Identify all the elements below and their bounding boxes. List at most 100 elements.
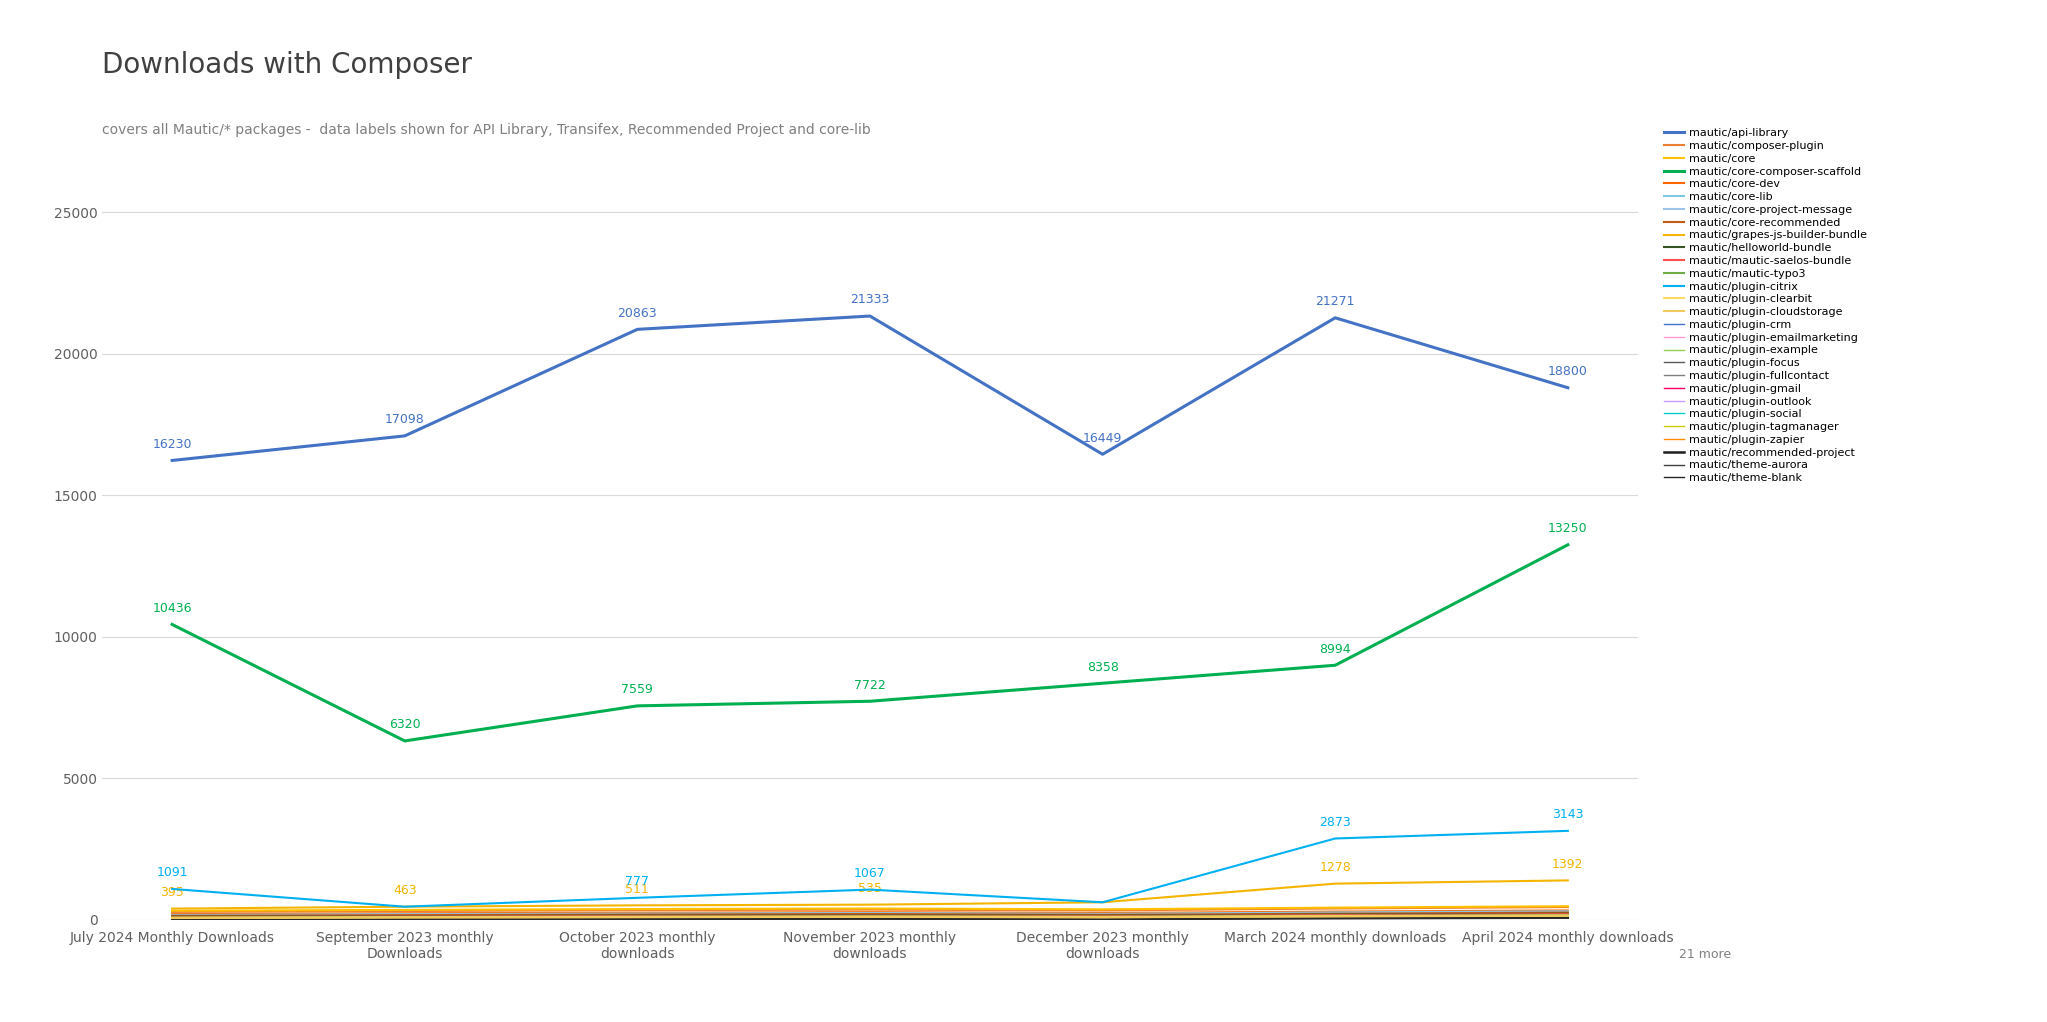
mautic/api-library [160,455,184,467]
mautic/mautic-saelos-bundle [1556,909,1580,921]
mautic/plugin-gmail [160,913,184,925]
Text: 777: 777 [626,875,649,888]
Line: mautic/plugin-tagmanager: mautic/plugin-tagmanager [172,918,1568,920]
mautic/helloworld-bundle [393,910,418,922]
Text: 16449: 16449 [1083,431,1122,445]
mautic/plugin-crm [160,912,184,924]
mautic/plugin-focus [393,912,418,924]
mautic/mautic-saelos-bundle [160,911,184,923]
mautic/plugin-citrix [160,883,184,895]
mautic/theme-aurora [393,913,418,925]
mautic/plugin-zapier [1091,913,1116,925]
mautic/grapes-js-builder-bundle [858,898,882,911]
mautic/plugin-tagmanager [858,913,882,925]
mautic/core-recommended [624,909,649,921]
Text: 8358: 8358 [1087,660,1118,673]
mautic/core-dev [393,908,418,920]
Text: 395: 395 [160,886,184,899]
Text: 535: 535 [858,882,882,895]
mautic/plugin-emailmarketing [1322,911,1347,923]
mautic/mautic-typo3 [393,911,418,923]
mautic/plugin-focus [1322,911,1347,923]
mautic/core-recommended [160,910,184,922]
mautic/core-project-message [858,908,882,920]
mautic/core-composer-scaffold [624,700,649,712]
mautic/plugin-focus [160,913,184,925]
mautic/core-lib [160,909,184,921]
Text: 511: 511 [626,883,649,895]
mautic/plugin-social [160,914,184,926]
mautic/recommended-project [1322,912,1347,924]
mautic/plugin-social [624,913,649,925]
mautic/theme-aurora [1091,913,1116,925]
mautic/plugin-emailmarketing [393,912,418,924]
mautic/plugin-fullcontact [393,913,418,925]
Text: 1278: 1278 [1320,861,1351,874]
mautic/plugin-outlook [1322,912,1347,924]
mautic/plugin-focus [1091,912,1116,924]
mautic/plugin-outlook [393,913,418,925]
mautic/core [1556,900,1580,913]
mautic/plugin-focus [1556,911,1580,923]
mautic/core-lib [1322,907,1347,919]
mautic/plugin-emailmarketing [1091,912,1116,924]
mautic/core-lib [1091,908,1116,920]
mautic/plugin-zapier [624,913,649,925]
mautic/core-lib [624,908,649,920]
mautic/theme-aurora [160,914,184,926]
mautic/api-library [393,430,418,443]
Text: 13250: 13250 [1548,522,1588,536]
Line: mautic/mautic-typo3: mautic/mautic-typo3 [172,915,1568,918]
mautic/core [1091,903,1116,916]
mautic/core-lib [393,908,418,920]
mautic/core-recommended [858,908,882,920]
Text: 1392: 1392 [1552,857,1584,871]
mautic/core [624,902,649,915]
mautic/core-recommended [1556,907,1580,919]
Legend: mautic/api-library, mautic/composer-plugin, mautic/core, mautic/core-composer-sc: mautic/api-library, mautic/composer-plug… [1664,128,1867,483]
mautic/recommended-project [160,914,184,926]
mautic/plugin-citrix [1091,896,1116,909]
Line: mautic/core-recommended: mautic/core-recommended [172,913,1568,916]
mautic/helloworld-bundle [1322,909,1347,921]
mautic/plugin-gmail [858,912,882,924]
mautic/grapes-js-builder-bundle [160,902,184,915]
mautic/theme-blank [1091,913,1116,925]
Text: 1067: 1067 [854,867,886,880]
Line: mautic/plugin-gmail: mautic/plugin-gmail [172,917,1568,919]
Line: mautic/plugin-citrix: mautic/plugin-citrix [172,831,1568,907]
mautic/plugin-fullcontact [624,912,649,924]
mautic/plugin-crm [624,912,649,924]
Line: mautic/plugin-zapier: mautic/plugin-zapier [172,918,1568,920]
mautic/theme-blank [624,913,649,925]
mautic/api-library [624,323,649,335]
mautic/core [393,903,418,916]
mautic/grapes-js-builder-bundle [1556,874,1580,886]
mautic/plugin-cloudstorage [1556,910,1580,922]
mautic/plugin-example [858,912,882,924]
mautic/core-composer-scaffold [858,695,882,707]
Text: 3143: 3143 [1552,808,1584,821]
mautic/core-dev [160,908,184,920]
mautic/plugin-clearbit [858,911,882,923]
mautic/mautic-typo3 [1556,909,1580,921]
mautic/plugin-zapier [160,914,184,926]
mautic/plugin-crm [1556,910,1580,922]
Line: mautic/plugin-fullcontact: mautic/plugin-fullcontact [172,917,1568,919]
mautic/plugin-fullcontact [858,912,882,924]
Text: 6320: 6320 [389,718,420,731]
mautic/helloworld-bundle [1091,910,1116,922]
mautic/theme-blank [1556,912,1580,924]
mautic/plugin-outlook [1556,911,1580,923]
mautic/plugin-example [1091,912,1116,924]
Text: Downloads with Composer: Downloads with Composer [102,51,473,79]
mautic/plugin-example [1322,911,1347,923]
mautic/plugin-cloudstorage [1322,911,1347,923]
mautic/plugin-outlook [624,913,649,925]
mautic/composer-plugin [393,904,418,917]
Text: 20863: 20863 [618,307,657,320]
mautic/plugin-zapier [858,913,882,925]
Line: mautic/grapes-js-builder-bundle: mautic/grapes-js-builder-bundle [172,880,1568,909]
mautic/theme-aurora [1556,912,1580,924]
mautic/recommended-project [393,913,418,925]
